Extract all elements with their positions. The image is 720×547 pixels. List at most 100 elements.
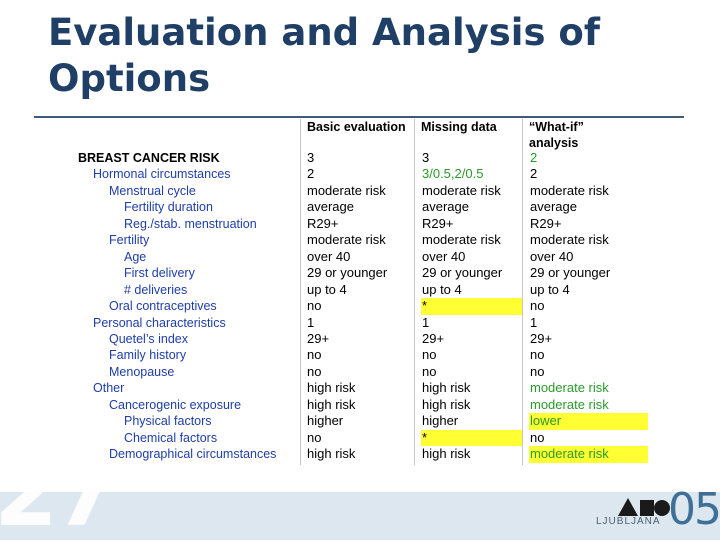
- cell-what-if: R29+: [530, 215, 562, 231]
- cell-missing-data: 1: [422, 314, 430, 330]
- row-label: Family history: [109, 348, 187, 363]
- cell-missing-data: over 40: [422, 248, 466, 264]
- table-row: Hormonal circumstances 2 3/0.5,2/0.5 2: [74, 166, 654, 182]
- row-label: Quetel’s index: [109, 331, 188, 346]
- cell-missing-data: moderate risk: [422, 182, 501, 198]
- column-divider: [522, 119, 523, 465]
- row-label: BREAST CANCER RISK: [78, 151, 220, 165]
- table-row: Age over 40 over 40 over 40: [74, 249, 654, 265]
- row-label: Fertility duration: [124, 200, 213, 215]
- cell-basic-evaluation: 2: [307, 166, 315, 182]
- cell-basic-evaluation: over 40: [307, 248, 351, 264]
- row-label: Personal characteristics: [93, 315, 226, 330]
- cell-basic-evaluation: moderate risk: [307, 232, 386, 248]
- table-row: Cancerogenic exposure high risk high risk m…: [74, 397, 654, 413]
- cell-missing-data: high risk: [422, 380, 471, 396]
- slide-title: Evaluation and Analysis of Options: [48, 11, 600, 100]
- cell-what-if: 2: [530, 150, 538, 165]
- table-row: Fertility duration average average average: [74, 199, 654, 215]
- cell-basic-evaluation: 29+: [307, 330, 330, 346]
- cell-basic-evaluation: higher: [307, 413, 344, 429]
- table-row: First delivery 29 or younger 29 or younger…: [74, 265, 654, 281]
- table-row: # deliveries up to 4 up to 4 up to 4: [74, 282, 654, 298]
- table-row: Demographical circumstances high risk high…: [74, 446, 654, 463]
- cell-basic-evaluation: no: [307, 429, 322, 445]
- row-label: Fertility: [109, 233, 150, 248]
- cell-basic-evaluation: high risk: [307, 446, 356, 462]
- row-label: # deliveries: [124, 282, 188, 297]
- cell-missing-data: 3/0.5,2/0.5: [422, 166, 484, 182]
- row-label: First delivery: [124, 266, 195, 281]
- table-row: Oral contraceptives no * no: [74, 298, 654, 315]
- table-row: BREAST CANCER RISK 3 3 2: [74, 150, 654, 166]
- header-what-if-analysis: “What-if” analysis: [529, 120, 584, 150]
- cell-missing-data: high risk: [422, 396, 471, 412]
- row-label: Oral contraceptives: [109, 299, 217, 314]
- row-label: Reg./stab. menstruation: [124, 216, 257, 231]
- cell-missing-data: *: [421, 429, 522, 447]
- table-row: Personal characteristics 1 1 1: [74, 315, 654, 331]
- cell-basic-evaluation: moderate risk: [307, 182, 386, 198]
- cell-basic-evaluation: 1: [307, 314, 315, 330]
- cell-missing-data: R29+: [422, 215, 454, 231]
- cell-basic-evaluation: 29 or younger: [307, 265, 388, 281]
- row-label: Menstrual cycle: [109, 183, 196, 198]
- cell-missing-data: 29+: [422, 330, 445, 346]
- table-row: Menopause no no no: [74, 364, 654, 380]
- row-label: Demographical circumstances: [109, 447, 277, 462]
- cell-what-if: 29+: [530, 330, 553, 346]
- table-row: Physical factors higher higher lower: [74, 413, 654, 430]
- row-label: Age: [124, 249, 147, 264]
- cell-basic-evaluation: up to 4: [307, 281, 347, 297]
- footer-band: [0, 492, 720, 540]
- header-missing-data: Missing data: [421, 120, 497, 134]
- cell-what-if: no: [530, 429, 545, 445]
- cell-missing-data: high risk: [422, 446, 471, 462]
- cell-what-if: moderate risk: [530, 232, 609, 248]
- cell-basic-evaluation: average: [307, 199, 354, 215]
- table-row: Other high risk high risk moderate risk: [74, 380, 654, 396]
- cell-what-if: moderate risk: [530, 182, 609, 198]
- conference-logo: LJUBLJANA 05: [592, 486, 720, 534]
- table-row: Fertility moderate risk moderate risk moder…: [74, 232, 654, 248]
- cell-what-if: 29 or younger: [530, 265, 611, 281]
- cell-basic-evaluation: high risk: [307, 380, 356, 396]
- cell-what-if: no: [530, 298, 545, 314]
- logo-mark-icon: [618, 498, 670, 516]
- row-label: Other: [93, 381, 125, 396]
- header-basic-evaluation: Basic evaluation: [307, 120, 406, 134]
- cell-missing-data: 29 or younger: [422, 265, 503, 281]
- cell-missing-data: moderate risk: [422, 232, 501, 248]
- cell-what-if: moderate risk: [530, 396, 609, 412]
- cell-what-if: over 40: [530, 248, 574, 264]
- cell-missing-data: no: [422, 347, 437, 363]
- column-divider: [414, 119, 415, 465]
- title-divider: [34, 116, 684, 118]
- cell-what-if: up to 4: [530, 281, 570, 297]
- cell-what-if: moderate risk: [530, 380, 609, 396]
- cell-what-if: no: [530, 347, 545, 363]
- cell-basic-evaluation: 3: [307, 150, 315, 165]
- cell-what-if: 1: [530, 314, 538, 330]
- row-label: Chemical factors: [124, 430, 218, 445]
- logo-year: 05: [668, 484, 720, 535]
- cell-basic-evaluation: high risk: [307, 396, 356, 412]
- row-label: Physical factors: [124, 414, 212, 429]
- table-row: Family history no no no: [74, 347, 654, 363]
- table-row: Quetel’s index 29+ 29+ 29+: [74, 331, 654, 347]
- cell-what-if: moderate risk: [529, 446, 648, 463]
- cell-what-if: no: [530, 363, 545, 379]
- table-row: Reg./stab. menstruation R29+ R29+ R29+: [74, 216, 654, 232]
- cell-what-if: average: [530, 199, 577, 215]
- cell-basic-evaluation: no: [307, 347, 322, 363]
- cell-missing-data: higher: [422, 413, 459, 429]
- cell-missing-data: average: [422, 199, 469, 215]
- table-row: Menstrual cycle moderate risk moderate ris…: [74, 183, 654, 199]
- cell-what-if: 2: [530, 166, 538, 182]
- cell-basic-evaluation: no: [307, 298, 322, 314]
- cell-basic-evaluation: no: [307, 363, 322, 379]
- table-row: Chemical factors no * no: [74, 429, 654, 447]
- cell-missing-data: *: [421, 298, 522, 315]
- column-divider: [300, 119, 301, 465]
- cell-basic-evaluation: R29+: [307, 215, 339, 231]
